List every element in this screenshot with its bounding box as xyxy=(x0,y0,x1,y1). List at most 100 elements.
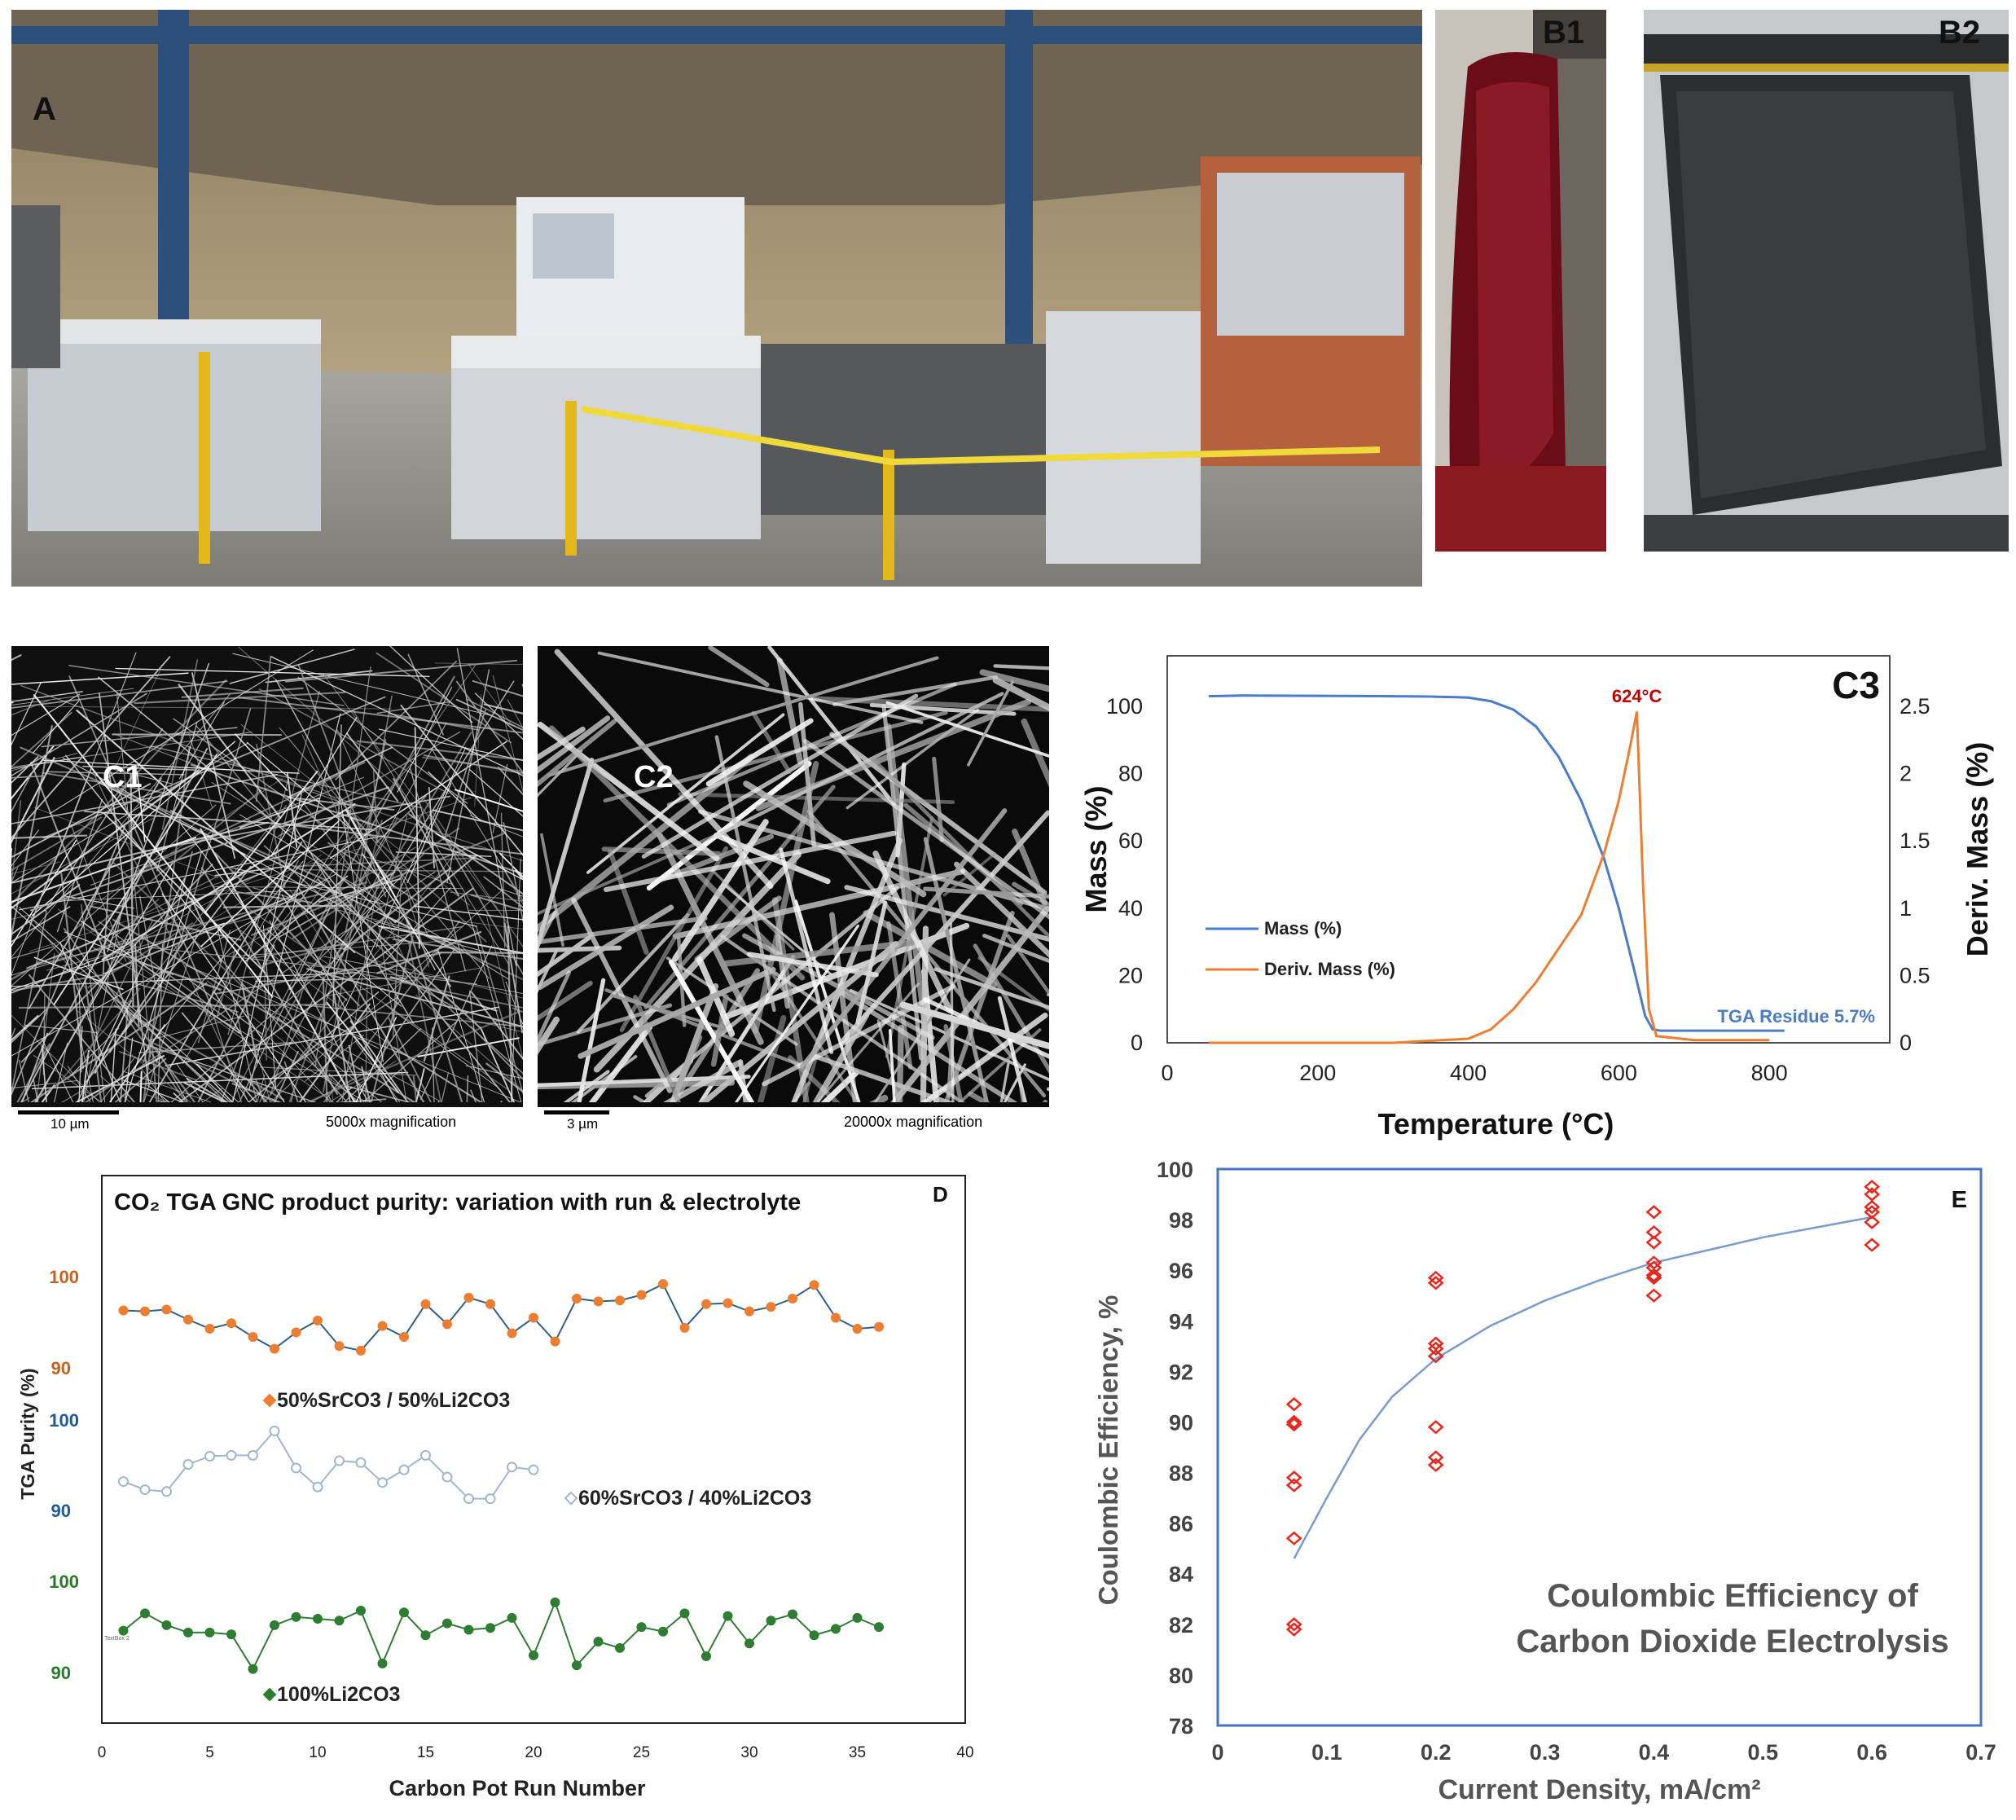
nanofiber xyxy=(113,733,207,770)
nanofiber xyxy=(303,664,477,914)
nanofiber xyxy=(470,1026,523,1080)
nanofiber xyxy=(11,756,39,784)
panel-label-c1: C1 xyxy=(103,760,143,794)
chart-e-coulombic: 0 0.1 0.2 0.3 0.4 0.5 0.6 0.7 78 80 82 84 86 88 90 92 94… xyxy=(1093,1158,1996,1805)
nanofiber xyxy=(279,727,490,979)
nanofiber xyxy=(353,817,487,943)
nanofiber xyxy=(392,870,402,1037)
nanofiber xyxy=(181,687,304,698)
nanofiber xyxy=(30,761,132,1022)
nanofiber xyxy=(83,920,153,1062)
data-point xyxy=(420,1299,431,1309)
data-point xyxy=(291,1611,301,1622)
nanofiber xyxy=(455,680,523,775)
nanofiber xyxy=(360,722,447,882)
nanofiber xyxy=(326,1001,400,1093)
lab-hall-photo xyxy=(11,10,1422,587)
data-point xyxy=(1285,1417,1302,1432)
data-point xyxy=(572,1294,582,1303)
y-axis-label: TGA Purity (%) xyxy=(17,1368,38,1499)
nanofiber xyxy=(547,656,939,777)
nanofiber xyxy=(538,916,708,945)
nanofiber xyxy=(47,771,185,776)
nanofiber xyxy=(214,852,360,1007)
nanofiber xyxy=(503,822,523,924)
nanofiber xyxy=(270,975,308,1095)
nanofiber xyxy=(214,865,290,877)
nanofiber xyxy=(486,916,523,1061)
nanofiber xyxy=(11,861,60,875)
nanofiber xyxy=(11,836,197,903)
nanofiber xyxy=(578,966,776,1059)
data-point xyxy=(1427,1457,1444,1472)
nanofiber xyxy=(762,983,956,1087)
nanofiber xyxy=(56,798,103,933)
data-point xyxy=(442,1618,452,1629)
data-point xyxy=(377,1658,388,1668)
nanofiber xyxy=(705,718,814,787)
plot-frame xyxy=(1216,1167,1983,1727)
nanofiber xyxy=(335,660,457,780)
data-point xyxy=(485,1493,496,1505)
y-tick-label: 40 xyxy=(1118,896,1143,921)
x-tick-label: 30 xyxy=(740,1744,758,1761)
nanofiber xyxy=(209,991,380,1135)
x-tick-label: 0.6 xyxy=(1856,1740,1887,1765)
nanofiber xyxy=(11,672,189,685)
sem-image-c2 xyxy=(538,646,1049,1135)
nanofiber xyxy=(353,710,509,965)
nanofiber xyxy=(306,968,523,1028)
nanofiber xyxy=(130,871,436,1074)
data-point xyxy=(593,1296,604,1307)
nanofiber xyxy=(278,817,398,1030)
nanofiber xyxy=(82,765,195,771)
nanofiber xyxy=(41,727,238,748)
y-tick-label: 0 xyxy=(1131,1031,1143,1055)
data-point xyxy=(874,1321,884,1332)
nanofiber xyxy=(116,692,152,1058)
nanofiber xyxy=(456,648,517,966)
nanofiber xyxy=(11,800,22,890)
data-point xyxy=(831,1624,841,1634)
nanofiber xyxy=(564,1024,653,1135)
panel-label-d: D xyxy=(933,1182,948,1207)
nanofiber xyxy=(607,849,649,955)
nanofiber xyxy=(977,956,1049,1013)
data-point xyxy=(507,1328,517,1339)
nanofiber xyxy=(262,925,277,1088)
nanofiber xyxy=(468,909,523,911)
nanofiber xyxy=(333,993,356,1135)
nanofiber xyxy=(102,860,111,984)
data-point xyxy=(291,1327,301,1338)
x-tick-label: 600 xyxy=(1601,1061,1637,1085)
nanofiber xyxy=(216,949,236,1019)
nanofiber xyxy=(752,761,819,1034)
y2-tick-label: 2 xyxy=(1900,762,1912,786)
data-point xyxy=(356,1605,366,1616)
scale-bar-c1: 10 µm 5000x magnification xyxy=(11,1107,523,1135)
nanofiber xyxy=(920,925,929,1135)
nanofiber xyxy=(156,795,451,850)
nanofiber xyxy=(256,1044,279,1135)
data-point xyxy=(1285,1617,1302,1632)
x-tick-label: 0.7 xyxy=(1965,1740,1996,1765)
nanofiber xyxy=(31,1071,409,1090)
data-point xyxy=(528,1464,539,1475)
nanofiber xyxy=(455,698,523,731)
nanofiber xyxy=(11,680,228,709)
nanofiber xyxy=(480,1026,523,1124)
nanofiber xyxy=(11,1043,51,1115)
nanofiber xyxy=(26,868,275,969)
data-point xyxy=(831,1312,841,1323)
nanofiber xyxy=(30,786,389,912)
nanofiber xyxy=(42,696,386,839)
nanofiber xyxy=(503,922,523,1034)
nanofiber xyxy=(235,733,288,791)
nanofiber xyxy=(197,930,231,1044)
nanofiber xyxy=(148,1040,280,1105)
data-point xyxy=(550,1336,560,1347)
data-point xyxy=(1645,1268,1662,1283)
nanofiber xyxy=(723,939,915,967)
nanofiber xyxy=(885,701,1049,758)
data-point xyxy=(1864,1215,1881,1229)
